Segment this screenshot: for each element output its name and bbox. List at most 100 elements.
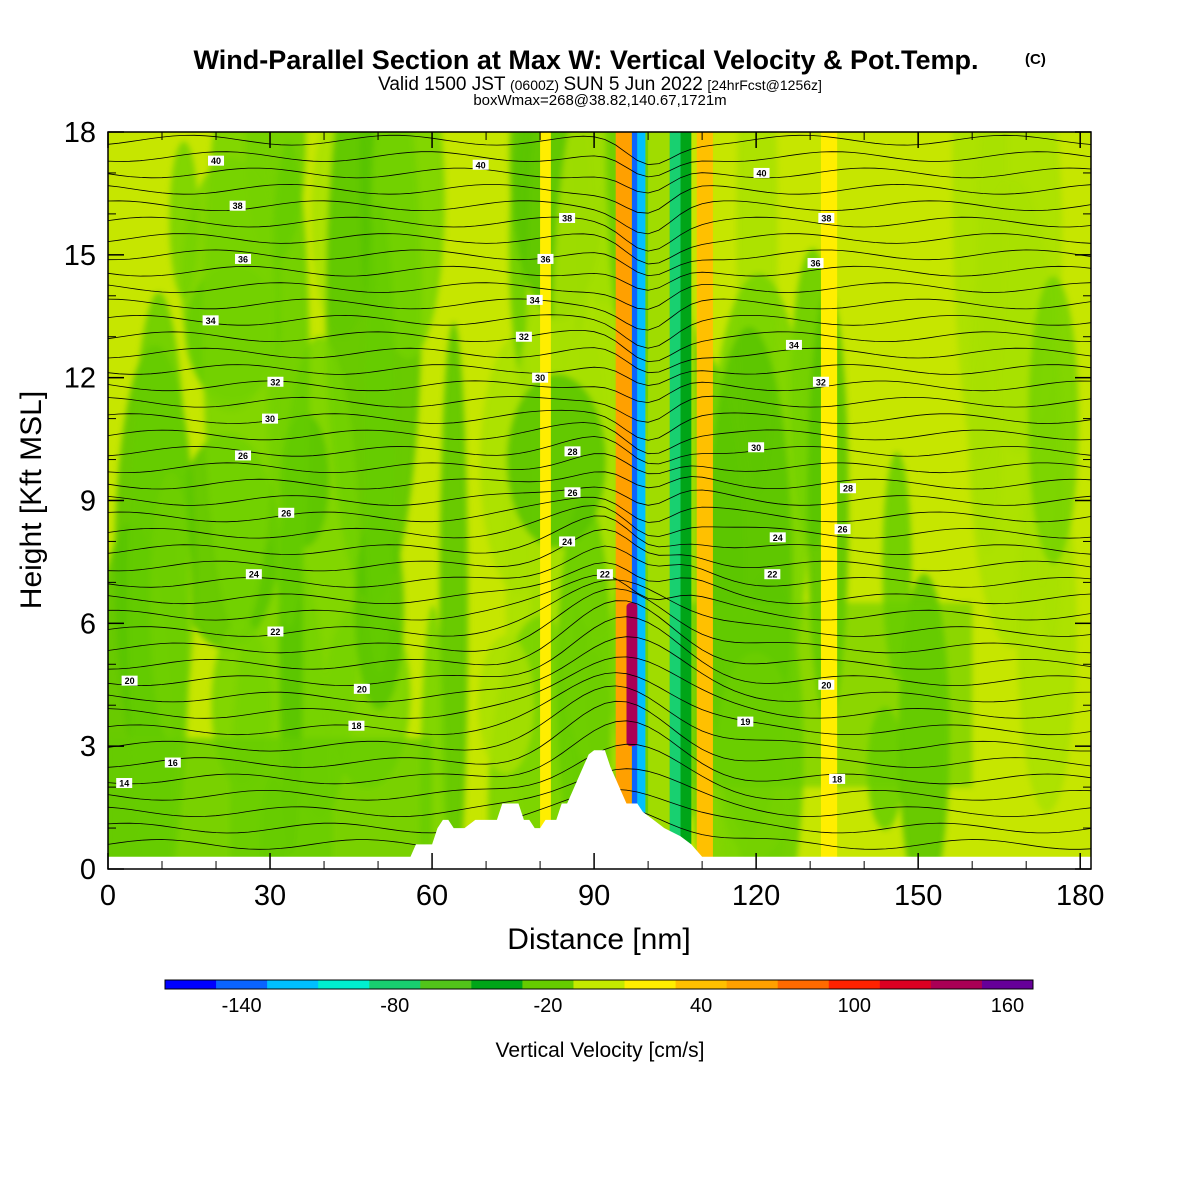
theta-contour-line [108, 249, 1091, 277]
contour-label: 30 [748, 442, 765, 453]
colorbar-swatch [777, 980, 830, 989]
contour-label-text: 38 [821, 213, 831, 223]
contour-label-text: 14 [119, 779, 129, 789]
terrain [108, 750, 1091, 869]
colorbar: -140 -80 -20 40 100 160 [164, 979, 1034, 1017]
contour-label: 24 [559, 536, 576, 547]
contour-label-text: 28 [567, 447, 577, 457]
contour-label-text: 26 [238, 451, 248, 461]
contour-label: 30 [532, 372, 549, 383]
contour-label: 26 [564, 487, 581, 498]
contour-label-text: 20 [821, 680, 831, 690]
colorbar-swatch [879, 980, 932, 989]
theta-contour-line [108, 183, 1091, 214]
contour-label: 26 [278, 507, 295, 518]
contour-label-text: 36 [238, 254, 248, 264]
x-axis: 0 30 60 90 120 150 180 [100, 132, 1104, 912]
theta-contour-line [108, 364, 1091, 386]
colorbar-swatch [930, 980, 983, 989]
colorbar-swatch [471, 980, 523, 989]
chart-title: Wind-Parallel Section at Max W: Vertical… [194, 45, 979, 75]
contour-label: 40 [753, 167, 770, 178]
forecast-info: [24hrFcst@1256z] [707, 77, 822, 93]
contour-label: 34 [785, 339, 802, 350]
velocity-band [540, 132, 551, 869]
x-tick-label: 150 [894, 880, 942, 912]
theta-contour-line [108, 616, 1091, 687]
contour-label-text: 26 [281, 508, 291, 518]
theta-contours [108, 134, 1091, 850]
contour-label: 28 [839, 483, 856, 494]
velocity-band [696, 132, 713, 869]
y-tick-label: 15 [64, 240, 96, 272]
contour-label: 34 [526, 294, 543, 305]
colorbar-tick-label: -140 [222, 995, 262, 1017]
colorbar-swatch [216, 980, 268, 989]
velocity-patch [108, 737, 433, 869]
contour-label-text: 24 [773, 533, 783, 543]
y-tick-label: 0 [80, 854, 96, 886]
theta-contour-line [108, 453, 1091, 475]
colorbar-tick-label: 40 [690, 995, 712, 1017]
contour-label-text: 26 [838, 525, 848, 535]
contour-label: 20 [121, 675, 138, 686]
colorbar-swatch [573, 980, 626, 989]
valid-date: SUN 5 Jun 2022 [563, 74, 702, 95]
colorbar-swatch [267, 980, 319, 989]
x-tick-label: 0 [100, 880, 116, 912]
theta-contour-line [108, 265, 1091, 291]
updraft-core [626, 602, 638, 747]
velocity-band [680, 132, 692, 869]
contour-label-text: 38 [562, 213, 572, 223]
colorbar-swatch [726, 980, 779, 989]
colorbar-swatch [522, 980, 574, 989]
contour-label: 24 [245, 569, 262, 580]
velocity-patch [1028, 276, 1079, 564]
box-info: boxWmax=268@38.82,140.67,1721m [473, 92, 726, 109]
contour-label-text: 22 [767, 570, 777, 580]
valid-time: Valid 1500 JST [378, 74, 506, 95]
contour-label-text: 40 [476, 160, 486, 170]
contour-label-text: 32 [816, 377, 826, 387]
x-axis-label: Distance [nm] [507, 923, 690, 956]
theta-contour-line [108, 167, 1091, 194]
contour-label: 36 [537, 253, 554, 264]
theta-contour-line [108, 636, 1091, 703]
contour-label: 24 [769, 532, 786, 543]
theta-contour-line [108, 528, 1091, 572]
y-tick-label: 9 [80, 486, 96, 518]
y-tick-label: 6 [80, 608, 96, 640]
theta-contour-line [108, 233, 1091, 265]
theta-contour-line [108, 562, 1091, 605]
contour-label-text: 26 [567, 488, 577, 498]
colorbar-tick-label: -20 [533, 995, 562, 1017]
contour-label-text: 36 [540, 254, 550, 264]
contour-labels: 14 16 18 20 20 22 24 26 26 30 32 34 36 38 40 40 38 36 34 32… [116, 155, 856, 789]
contour-label-text: 38 [233, 201, 243, 211]
theta-contour-line [108, 422, 1091, 455]
utc-time: (0600Z) [510, 77, 559, 93]
contour-label: 20 [818, 679, 835, 690]
contour-label: 22 [596, 569, 613, 580]
velocity-band [648, 132, 670, 869]
contour-label-text: 20 [357, 684, 367, 694]
contour-label-text: 34 [789, 340, 799, 350]
velocity-band [631, 132, 638, 869]
theta-contour-line [108, 505, 1091, 539]
x-tick-label: 120 [732, 880, 780, 912]
plot-area: 14 16 18 20 20 22 24 26 26 30 32 34 36 38 40 40 38 36 34 32… [108, 132, 1091, 869]
theta-contour-line [108, 515, 1091, 555]
contour-label: 32 [267, 376, 284, 387]
velocity-patch [967, 177, 1058, 648]
theta-contour-line [108, 395, 1091, 423]
theta-contour-line [108, 282, 1091, 310]
colorbar-swatch [624, 980, 677, 989]
contour-label-text: 24 [249, 570, 259, 580]
colorbar-swatch [675, 980, 728, 989]
theta-contour-line [108, 720, 1091, 785]
theta-contour-line [108, 200, 1091, 235]
contour-label-text: 22 [270, 627, 280, 637]
contour-label: 40 [472, 159, 489, 170]
contour-label: 38 [818, 212, 835, 223]
